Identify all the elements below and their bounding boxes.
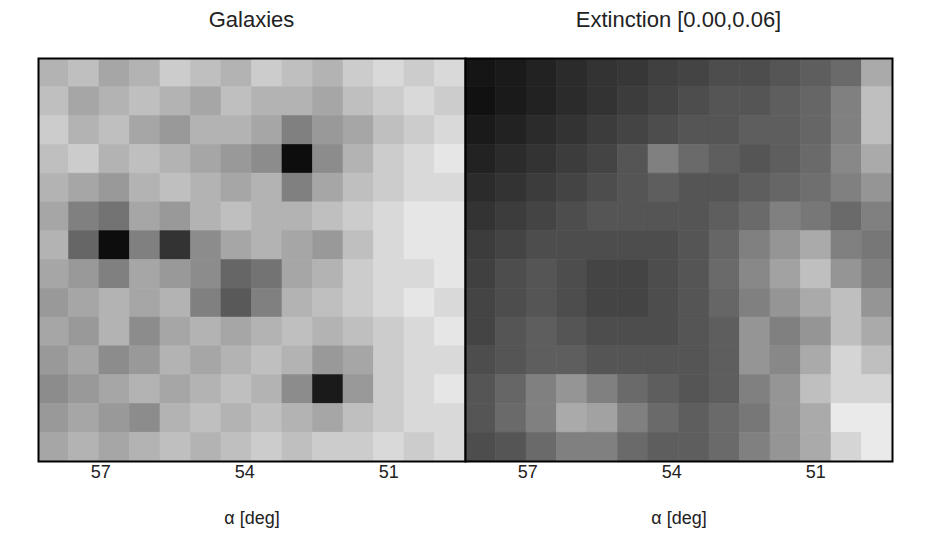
svg-text:54: 54 <box>662 462 682 482</box>
svg-text:54: 54 <box>235 462 255 482</box>
html-text:Extinction [0.00,0.06]: Extinction [0.00,0.06] <box>575 7 782 32</box>
svg-text:57: 57 <box>91 462 111 482</box>
svg-text:51: 51 <box>806 462 826 482</box>
svg-text:α [deg]: α [deg] <box>224 508 279 528</box>
svg-text:57: 57 <box>518 462 538 482</box>
html-text:Galaxies: Galaxies <box>208 7 295 32</box>
svg-text:51: 51 <box>379 462 399 482</box>
svg-text:α [deg]: α [deg] <box>651 508 706 528</box>
